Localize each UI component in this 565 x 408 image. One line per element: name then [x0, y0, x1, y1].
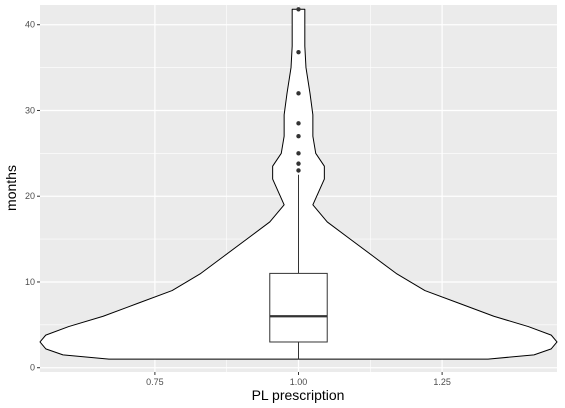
outlier-point	[296, 91, 301, 96]
y-tick-label: 30	[25, 105, 35, 115]
x-tick-label: 1.25	[433, 377, 451, 387]
outlier-point	[296, 7, 301, 12]
x-tick-label: 1.00	[290, 377, 308, 387]
outlier-point	[296, 151, 301, 156]
y-tick-label: 0	[30, 363, 35, 373]
outlier-point	[296, 49, 301, 55]
outlier-point	[296, 121, 301, 126]
y-tick-label: 10	[25, 277, 35, 287]
boxplot-group	[269, 7, 328, 360]
y-tick-label: 20	[25, 191, 35, 201]
box-iqr	[269, 272, 328, 343]
outlier-point	[296, 133, 301, 139]
outlier-point	[296, 161, 301, 166]
x-tick-label: 0.75	[146, 377, 164, 387]
outlier-point	[296, 168, 301, 173]
axes-group: 0 10 20 30 40 0.75 1.00 1.25	[25, 20, 451, 387]
y-tick-label: 40	[25, 20, 35, 30]
y-axis-title: months	[3, 165, 19, 211]
x-axis-title: PL prescription	[252, 387, 345, 403]
